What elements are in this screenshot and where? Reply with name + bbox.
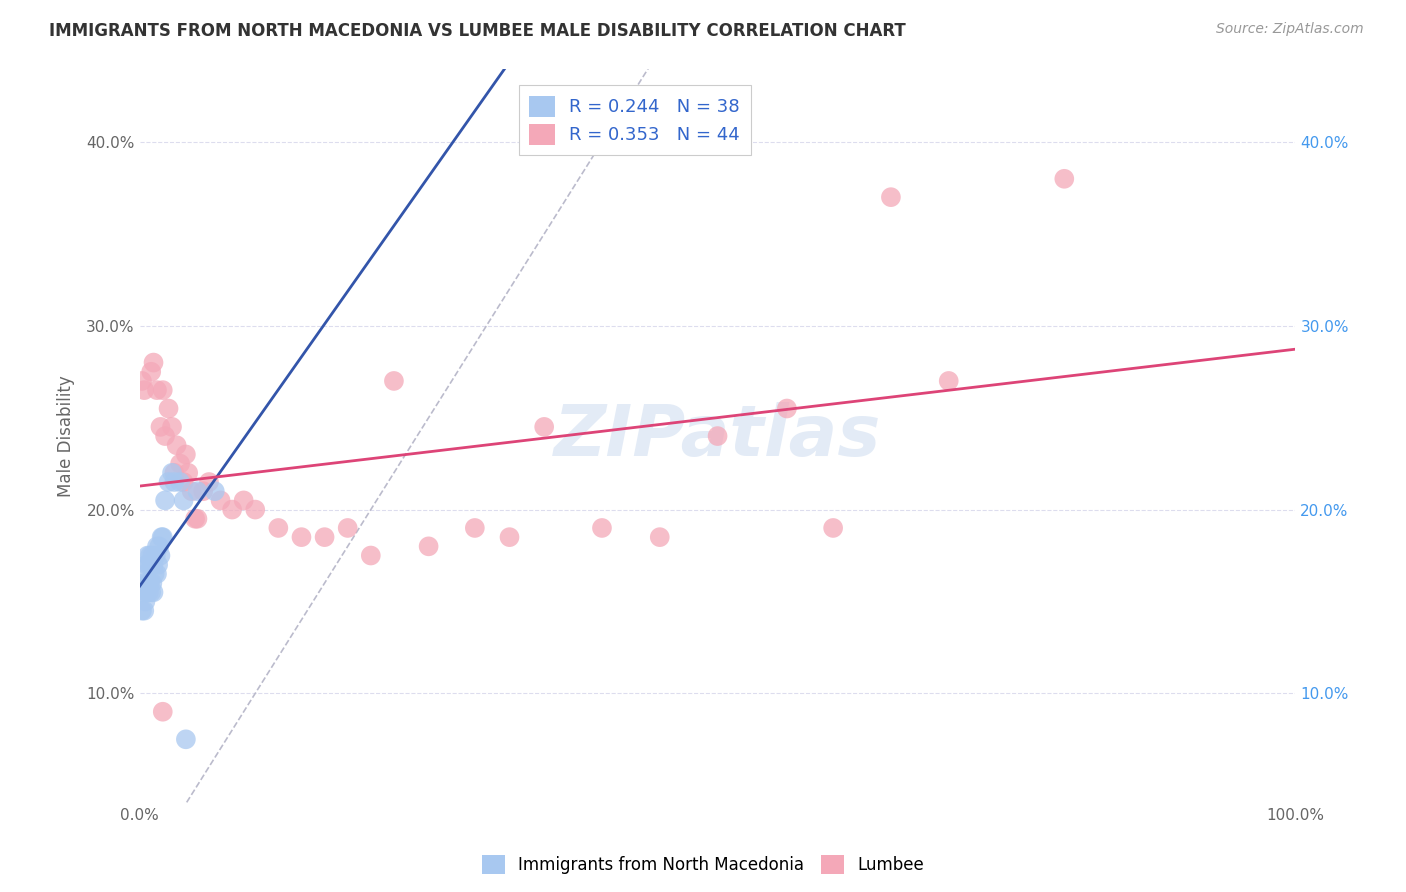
Point — [142, 558, 165, 572]
Point — [823, 521, 845, 535]
Point — [706, 429, 728, 443]
Point — [134, 566, 156, 581]
Point — [776, 401, 799, 416]
Point — [169, 475, 191, 489]
Point — [166, 438, 188, 452]
Point — [139, 549, 162, 563]
Point — [880, 190, 903, 204]
Point — [360, 549, 382, 563]
Point — [134, 594, 156, 608]
Point — [143, 566, 166, 581]
Point — [146, 539, 169, 553]
Point — [141, 558, 163, 572]
Point — [152, 705, 174, 719]
Point — [149, 549, 172, 563]
Legend: Immigrants from North Macedonia, Lumbee: Immigrants from North Macedonia, Lumbee — [477, 850, 929, 880]
Point — [198, 475, 221, 489]
Point — [136, 576, 159, 591]
Point — [209, 493, 232, 508]
Point — [139, 576, 162, 591]
Point — [148, 539, 170, 553]
Point — [464, 521, 486, 535]
Point — [221, 502, 243, 516]
Y-axis label: Male Disability: Male Disability — [58, 376, 75, 497]
Point — [533, 420, 555, 434]
Point — [418, 539, 440, 553]
Point — [150, 530, 173, 544]
Point — [163, 475, 186, 489]
Point — [141, 365, 163, 379]
Point — [134, 576, 156, 591]
Point — [314, 530, 336, 544]
Point — [138, 558, 160, 572]
Point — [138, 585, 160, 599]
Point — [141, 549, 163, 563]
Point — [169, 457, 191, 471]
Point — [146, 383, 169, 397]
Legend: R = 0.244   N = 38, R = 0.353   N = 44: R = 0.244 N = 38, R = 0.353 N = 44 — [519, 85, 751, 155]
Point — [938, 374, 960, 388]
Point — [186, 484, 208, 499]
Point — [232, 493, 254, 508]
Point — [135, 558, 157, 572]
Point — [145, 549, 167, 563]
Point — [141, 576, 163, 591]
Point — [160, 466, 183, 480]
Point — [174, 447, 197, 461]
Point — [149, 420, 172, 434]
Point — [173, 493, 195, 508]
Point — [163, 466, 186, 480]
Point — [135, 585, 157, 599]
Point — [134, 383, 156, 397]
Point — [132, 585, 155, 599]
Point — [153, 493, 176, 508]
Text: ZIPatlas: ZIPatlas — [554, 401, 882, 471]
Point — [177, 466, 200, 480]
Point — [160, 420, 183, 434]
Point — [290, 530, 312, 544]
Point — [157, 401, 180, 416]
Point — [498, 530, 520, 544]
Point — [131, 374, 153, 388]
Point — [146, 566, 169, 581]
Point — [336, 521, 359, 535]
Point — [142, 355, 165, 369]
Point — [184, 512, 207, 526]
Point — [136, 549, 159, 563]
Point — [591, 521, 613, 535]
Point — [157, 475, 180, 489]
Point — [267, 521, 290, 535]
Point — [134, 604, 156, 618]
Point — [131, 604, 153, 618]
Point — [152, 383, 174, 397]
Text: IMMIGRANTS FROM NORTH MACEDONIA VS LUMBEE MALE DISABILITY CORRELATION CHART: IMMIGRANTS FROM NORTH MACEDONIA VS LUMBE… — [49, 22, 905, 40]
Point — [186, 512, 208, 526]
Point — [1053, 171, 1076, 186]
Point — [152, 530, 174, 544]
Point — [142, 585, 165, 599]
Point — [174, 732, 197, 747]
Point — [204, 484, 226, 499]
Point — [173, 475, 195, 489]
Point — [180, 484, 202, 499]
Point — [193, 484, 215, 499]
Point — [141, 585, 163, 599]
Point — [382, 374, 405, 388]
Point — [146, 558, 169, 572]
Point — [648, 530, 671, 544]
Point — [245, 502, 267, 516]
Text: Source: ZipAtlas.com: Source: ZipAtlas.com — [1216, 22, 1364, 37]
Point — [153, 429, 176, 443]
